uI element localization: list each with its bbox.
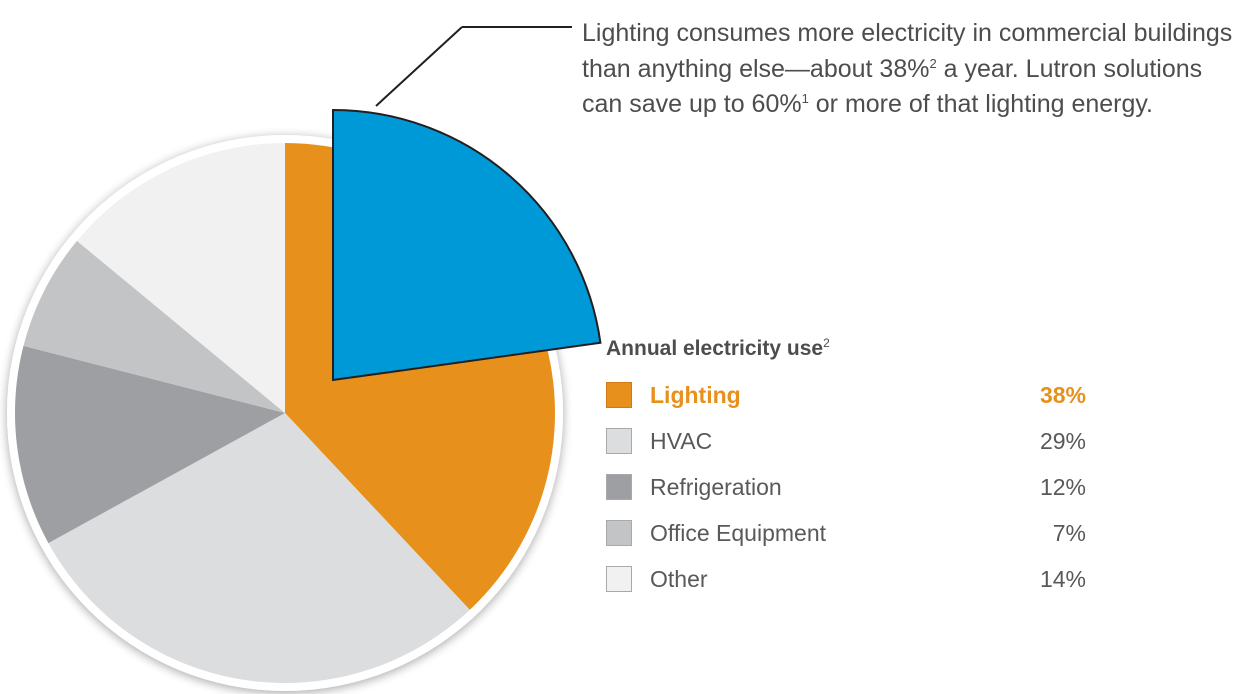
legend: Annual electricity use2 Lighting 38% HVAC 2… bbox=[606, 334, 1086, 610]
legend-value-lighting: 38% bbox=[1039, 381, 1086, 408]
pie-slices bbox=[14, 108, 602, 683]
callout-reference-1: 2 bbox=[929, 55, 937, 71]
pie-slice-other bbox=[76, 143, 286, 413]
legend-rows: Lighting 38% HVAC 29% Refrigeration 12% Office… bbox=[606, 380, 1086, 594]
legend-swatch-office-equipment bbox=[606, 520, 632, 546]
legend-title: Annual electricity use2 bbox=[606, 334, 1086, 364]
legend-label-office-equipment: Office Equipment bbox=[650, 519, 827, 546]
callout-text-part-1: Lighting consumes more electricity in co… bbox=[582, 19, 1233, 83]
legend-item-office-equipment: Office Equipment 7% bbox=[606, 518, 1086, 548]
legend-swatch-refrigeration bbox=[606, 474, 632, 500]
callout-text-part-2: a year. Lutron solutions can save up to … bbox=[582, 54, 1203, 119]
legend-value-office-equipment: 7% bbox=[1052, 519, 1086, 546]
legend-swatch-lighting bbox=[606, 382, 632, 408]
legend-value-other: 14% bbox=[1039, 565, 1086, 592]
legend-item-hvac: HVAC 29% bbox=[606, 426, 1086, 456]
legend-label-lighting: Lighting bbox=[650, 381, 741, 408]
legend-swatch-hvac bbox=[606, 428, 632, 454]
callout-text: Lighting consumes more electricity in co… bbox=[582, 16, 1242, 123]
legend-label-hvac: HVAC bbox=[650, 427, 713, 454]
legend-title-reference: 2 bbox=[823, 336, 830, 350]
legend-label-refrigeration: Refrigeration bbox=[650, 473, 782, 500]
callout-leader-line bbox=[375, 26, 463, 107]
pie-slice-hvac bbox=[48, 413, 470, 683]
legend-swatch-other bbox=[606, 566, 632, 592]
pie-slice-office-equipment bbox=[23, 240, 285, 413]
legend-value-refrigeration: 12% bbox=[1039, 473, 1086, 500]
legend-title-text: Annual electricity use bbox=[606, 337, 824, 360]
legend-item-refrigeration: Refrigeration 12% bbox=[606, 472, 1086, 502]
legend-item-lighting: Lighting 38% bbox=[606, 380, 1086, 410]
legend-item-other: Other 14% bbox=[606, 564, 1086, 594]
pie-exploded-wedge-lighting-savings bbox=[332, 108, 602, 382]
legend-value-hvac: 29% bbox=[1039, 427, 1086, 454]
callout-reference-2: 1 bbox=[801, 91, 809, 106]
pie-chart bbox=[7, 26, 602, 691]
callout-text-part-3: or more of that lighting energy. bbox=[808, 90, 1153, 118]
legend-label-other: Other bbox=[650, 565, 708, 592]
pie-slice-refrigeration bbox=[14, 345, 285, 544]
